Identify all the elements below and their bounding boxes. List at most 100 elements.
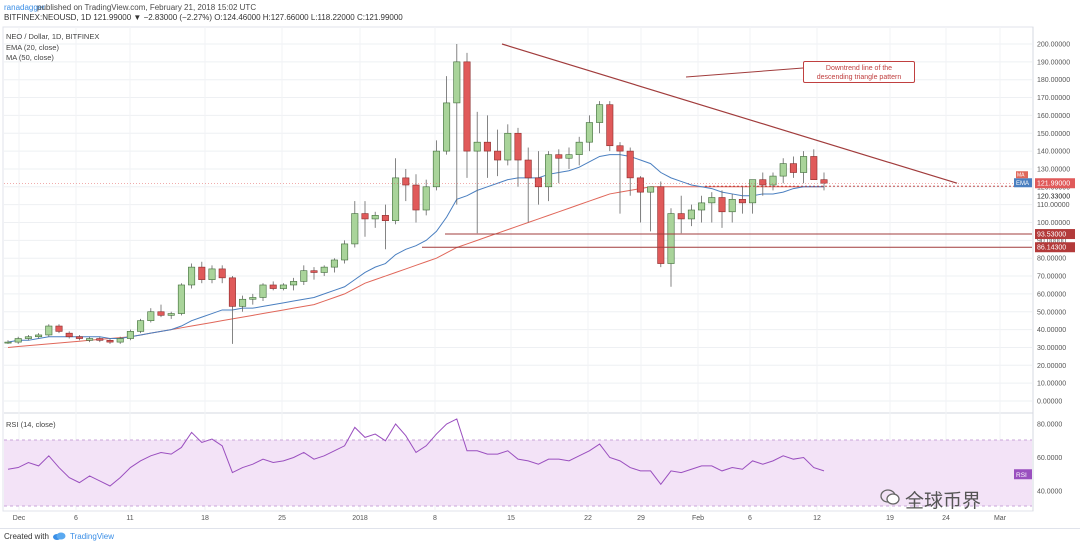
rsi-fill	[4, 440, 1032, 506]
last-price-tag-bg	[1035, 178, 1075, 189]
candle-body	[55, 325, 63, 332]
candle-body	[800, 156, 808, 173]
trendline	[501, 43, 958, 184]
candle-body	[728, 198, 736, 213]
author-link[interactable]: ranadagger	[4, 3, 45, 12]
candle-body	[310, 270, 318, 273]
candles	[4, 44, 828, 344]
y-tick-label: 0.00000	[1037, 399, 1062, 406]
y-tick-label: 90.00000	[1037, 238, 1066, 245]
ema-price-tag-bg	[1035, 191, 1075, 202]
candle-body	[198, 266, 206, 280]
candle-body	[188, 266, 196, 286]
symbol-name: BITFINEX:NEOUSD, 1D	[4, 13, 92, 22]
x-tick-label: 22	[584, 515, 592, 522]
candle-body	[106, 340, 114, 343]
candle-body	[381, 215, 389, 222]
price-chart[interactable]: 200.00000190.00000180.00000170.00000160.…	[0, 0, 1080, 528]
ma-box-label: MA	[1017, 173, 1025, 179]
x-tick-label: 12	[813, 515, 821, 522]
candle-body	[779, 163, 787, 177]
candle-body	[718, 197, 726, 213]
y-tick-label: 10.00000	[1037, 381, 1066, 388]
tradingview-logo-icon	[53, 532, 66, 540]
candle-body	[177, 284, 185, 314]
ohlc-values: O:124.46000 H:127.66000 L:118.22000 C:12…	[214, 13, 403, 22]
support1-tag-bg	[1035, 229, 1075, 240]
x-tick-label: 8	[433, 515, 437, 522]
candle-body	[208, 268, 216, 280]
support2-tag-bg	[1035, 242, 1075, 253]
x-tick-label: 25	[278, 515, 286, 522]
publish-info: ranadagger published on TradingView.com,…	[0, 0, 1080, 13]
rsi-line	[7, 418, 825, 487]
candle-body	[494, 150, 502, 161]
support1-tag: 93.53000	[1037, 232, 1066, 239]
candle-body	[392, 177, 400, 222]
candle-body	[820, 179, 828, 184]
legend-rsi[interactable]: RSI (14, close)	[6, 420, 56, 429]
candle-body	[259, 284, 267, 298]
candle-body	[738, 198, 746, 204]
candle-body	[218, 268, 226, 279]
candle-body	[320, 266, 328, 273]
candle-body	[647, 186, 655, 193]
candle-body	[453, 61, 461, 104]
candle-body	[290, 281, 298, 286]
tradingview-brand[interactable]: TradingView	[70, 532, 115, 541]
x-tick-label: 19	[886, 515, 894, 522]
ema20-line	[7, 154, 824, 343]
rsi-box-label: RSI	[1016, 472, 1027, 479]
candle-body	[4, 341, 12, 344]
publish-date: published on TradingView.com, February 2…	[37, 3, 257, 12]
support2-tag: 86.14300	[1037, 245, 1066, 252]
x-tick-label: 24	[942, 515, 950, 522]
candle-body	[636, 177, 644, 193]
x-tick-label: 18	[201, 515, 209, 522]
candle-body	[330, 259, 338, 268]
candle-body	[167, 313, 175, 316]
rsi-tick-label: 60.0000	[1037, 455, 1062, 462]
candle-body	[514, 132, 522, 161]
symbol-bar: BITFINEX:NEOUSD, 1D 121.99000 ▼ −2.83000…	[4, 13, 403, 22]
y-tick-label: 30.00000	[1037, 345, 1066, 352]
y-tick-label: 150.00000	[1037, 131, 1070, 138]
x-tick-label: Dec	[13, 515, 26, 522]
candle-body	[371, 215, 379, 220]
rsi-tick-label: 40.0000	[1037, 489, 1062, 496]
y-tick-label: 180.00000	[1037, 77, 1070, 84]
candle-body	[24, 336, 32, 339]
annotation-pointer	[685, 67, 804, 78]
candle-body	[341, 243, 349, 261]
candle-body	[412, 184, 420, 211]
y-tick-label: 200.00000	[1037, 42, 1070, 49]
candle-body	[157, 311, 165, 316]
candle-body	[249, 297, 257, 300]
candle-body	[96, 338, 104, 341]
ema-box-label: EMA	[1016, 181, 1029, 187]
legend-ema[interactable]: EMA (20, close)	[6, 43, 59, 52]
legend-ma[interactable]: MA (50, close)	[6, 53, 54, 62]
footer: Created with TradingView	[0, 528, 1080, 547]
x-tick-label: 2018	[352, 515, 368, 522]
ema-price-tag: 120.33000	[1037, 194, 1070, 201]
last-price: 121.99000	[93, 13, 132, 22]
x-tick-label: 6	[74, 515, 78, 522]
ma-box	[1016, 171, 1028, 179]
candle-body	[463, 61, 471, 152]
candle-body	[555, 154, 563, 159]
ema-box	[1014, 178, 1032, 188]
y-tick-label: 110.00000	[1037, 202, 1070, 209]
rsi-tick-label: 80.0000	[1037, 422, 1062, 429]
price-tags: 121.99000 120.33000 93.53000 86.14300 EMA MA R…	[1014, 171, 1075, 480]
annotation-box[interactable]: Downtrend line of the descending triangl…	[803, 61, 915, 83]
y-tick-label: 140.00000	[1037, 149, 1070, 156]
x-tick-label: 6	[748, 515, 752, 522]
candle-body	[422, 186, 430, 211]
candle-body	[75, 336, 83, 339]
candle-body	[626, 150, 634, 179]
candle-body	[698, 202, 706, 211]
y-tick-label: 170.00000	[1037, 95, 1070, 102]
candle-body	[45, 325, 53, 336]
legend-title: NEO / Dollar, 1D, BITFINEX	[6, 32, 100, 41]
